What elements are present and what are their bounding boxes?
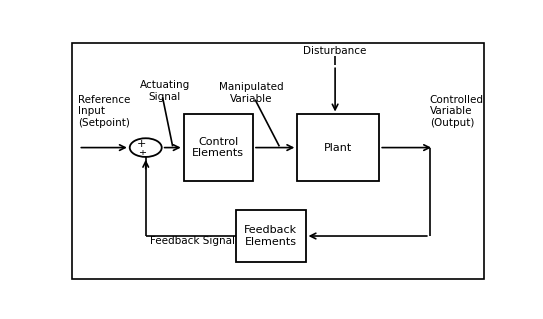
Bar [236,210,306,262]
Text: Control
Elements: Control Elements [192,137,244,159]
Text: Disturbance: Disturbance [304,46,367,56]
Text: Reference
Input
(Setpoint): Reference Input (Setpoint) [78,95,131,128]
Text: ±: ± [138,149,146,159]
Bar [297,115,379,181]
Text: Controlled
Variable
(Output): Controlled Variable (Output) [430,95,484,128]
Text: Manipulated
Variable: Manipulated Variable [219,83,283,104]
Text: Feedback Signal: Feedback Signal [149,236,235,246]
Text: Actuating
Signal: Actuating Signal [140,80,190,102]
Text: Plant: Plant [324,143,352,152]
Bar [184,115,253,181]
Text: +: + [137,139,147,149]
Circle shape [130,138,162,157]
Text: Feedback
Elements: Feedback Elements [244,225,298,247]
